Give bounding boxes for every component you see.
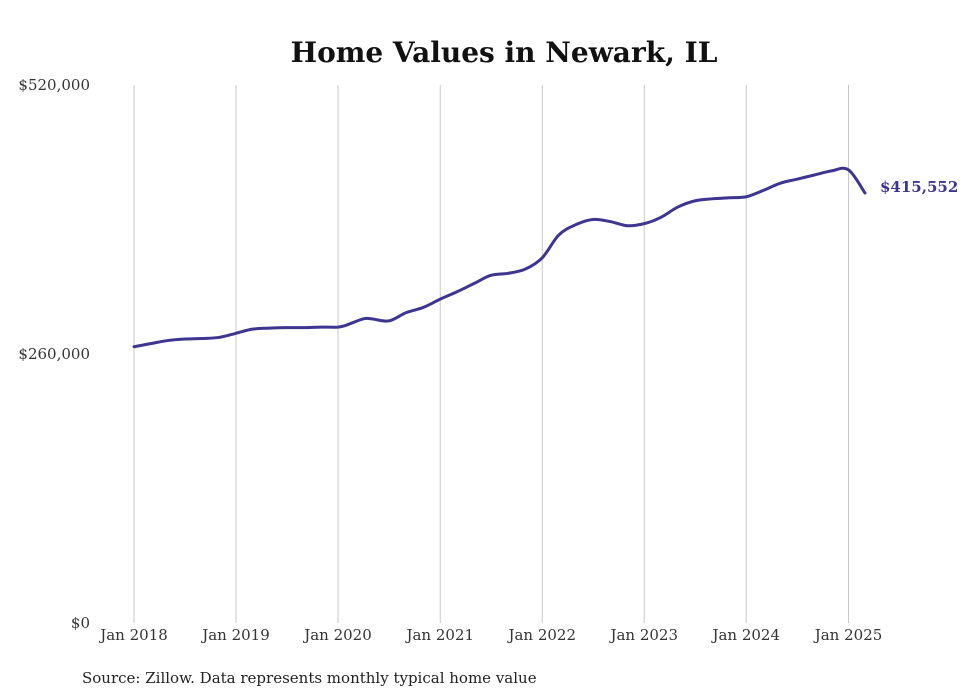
x-axis-ticks: Jan 2018 Jan 2019 Jan 2020 Jan 2021 Jan 2022… xyxy=(98,626,882,644)
y-tick-label: $520,000 xyxy=(18,76,90,94)
x-tick-label: Jan 2021 xyxy=(404,626,474,644)
source-note: Source: Zillow. Data represents monthly … xyxy=(82,669,537,687)
x-tick-label: Jan 2020 xyxy=(302,626,372,644)
x-tick-label: Jan 2025 xyxy=(813,626,883,644)
y-tick-label: $260,000 xyxy=(18,345,90,363)
gridlines xyxy=(133,85,849,623)
chart-title: Home Values in Newark, IL xyxy=(291,36,718,69)
home-value-line xyxy=(132,166,867,349)
series-layer xyxy=(132,166,867,349)
y-tick-label: $0 xyxy=(71,614,90,632)
x-tick-label: Jan 2023 xyxy=(608,626,678,644)
x-tick-label: Jan 2024 xyxy=(710,626,780,644)
x-tick-label: Jan 2022 xyxy=(506,626,576,644)
x-tick-label: Jan 2019 xyxy=(200,626,270,644)
y-axis-ticks: $0 $260,000 $520,000 xyxy=(18,76,90,632)
end-value-label: $415,552 xyxy=(880,178,958,196)
x-tick-label: Jan 2018 xyxy=(98,626,168,644)
